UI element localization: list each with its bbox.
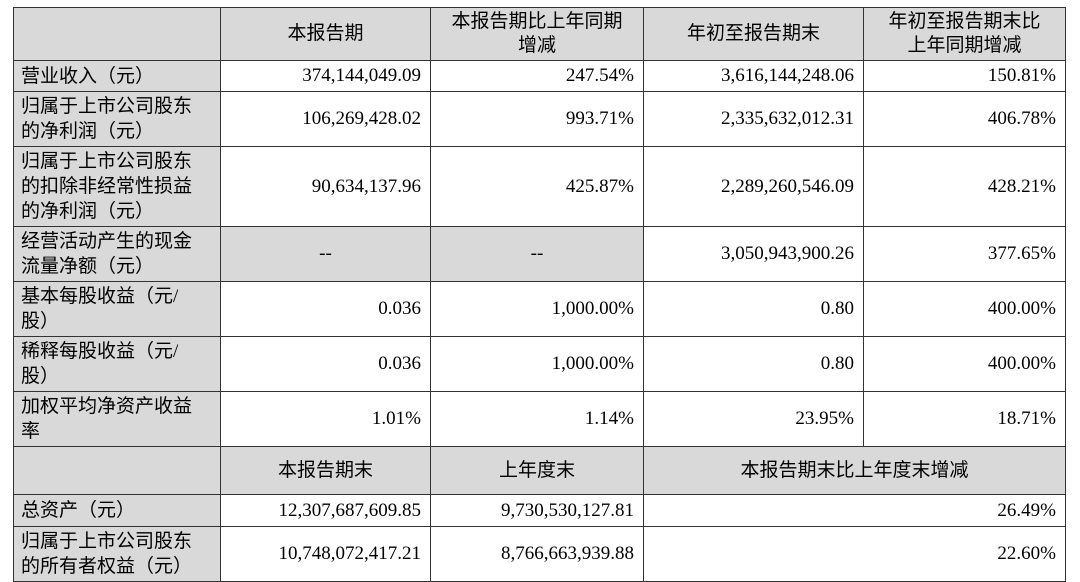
value-cell: 26.49% xyxy=(643,494,1066,527)
value-cell: 0.036 xyxy=(220,281,431,337)
column-header-current-period: 本报告期 xyxy=(220,7,431,61)
table-row: 归属于上市公司股东 的净利润（元） 106,269,428.02 993.71%… xyxy=(13,91,1066,147)
value-cell: 23.95% xyxy=(643,391,864,447)
value-cell: 18.71% xyxy=(863,391,1066,447)
row-label: 经营活动产生的现金 流量净额（元） xyxy=(13,226,221,282)
value-cell: 374,144,049.09 xyxy=(220,60,431,92)
column-header-ytd-yoy-change: 年初至报告期末比 上年同期增减 xyxy=(863,7,1066,61)
corner-cell xyxy=(13,7,221,61)
value-cell: 10,748,072,417.21 xyxy=(220,526,431,582)
table-row: 营业收入（元） 374,144,049.09 247.54% 3,616,144… xyxy=(13,60,1066,92)
value-cell: 12,307,687,609.85 xyxy=(220,494,431,527)
row-label: 稀释每股收益（元/ 股） xyxy=(13,336,221,392)
financial-summary-table: 本报告期 本报告期比上年同期 增减 年初至报告期末 年初至报告期末比 上年同期增… xyxy=(13,7,1066,582)
value-cell: 106,269,428.02 xyxy=(220,91,431,147)
column-header-ytd: 年初至报告期末 xyxy=(643,7,864,61)
value-cell: 406.78% xyxy=(863,91,1066,147)
table-row: 稀释每股收益（元/ 股） 0.036 1,000.00% 0.80 400.00… xyxy=(13,336,1066,392)
column-header-yoy-change: 本报告期比上年同期 增减 xyxy=(430,7,644,61)
value-cell: 377.65% xyxy=(863,226,1066,282)
value-cell: 8,766,663,939.88 xyxy=(430,526,644,582)
table-row: 归属于上市公司股东 的扣除非经常性损益 的净利润（元） 90,634,137.9… xyxy=(13,146,1066,227)
row-label: 归属于上市公司股东 的所有者权益（元） xyxy=(13,526,221,582)
value-cell: 22.60% xyxy=(643,526,1066,582)
value-cell: 400.00% xyxy=(863,281,1066,337)
row-label: 加权平均净资产收益 率 xyxy=(13,391,221,447)
column-header-period-end: 本报告期末 xyxy=(220,446,431,495)
value-cell: 400.00% xyxy=(863,336,1066,392)
table-header-row: 本报告期 本报告期比上年同期 增减 年初至报告期末 年初至报告期末比 上年同期增… xyxy=(13,7,1066,61)
value-cell: 1,000.00% xyxy=(430,281,644,337)
value-cell: 3,050,943,900.26 xyxy=(643,226,864,282)
row-label: 基本每股收益（元/ 股） xyxy=(13,281,221,337)
value-cell: 0.80 xyxy=(643,336,864,392)
value-cell: 247.54% xyxy=(430,60,644,92)
dash-cell: -- xyxy=(430,226,644,282)
value-cell: 9,730,530,127.81 xyxy=(430,494,644,527)
table-row: 加权平均净资产收益 率 1.01% 1.14% 23.95% 18.71% xyxy=(13,391,1066,447)
table-row: 总资产（元） 12,307,687,609.85 9,730,530,127.8… xyxy=(13,494,1066,527)
value-cell: 0.036 xyxy=(220,336,431,392)
corner-cell xyxy=(13,446,221,495)
key-accounting-data-table: 本报告期 本报告期比上年同期 增减 年初至报告期末 年初至报告期末比 上年同期增… xyxy=(13,7,1066,582)
value-cell: 0.80 xyxy=(643,281,864,337)
value-cell: 425.87% xyxy=(430,146,644,227)
table-row: 基本每股收益（元/ 股） 0.036 1,000.00% 0.80 400.00… xyxy=(13,281,1066,337)
column-header-prior-year-end: 上年度末 xyxy=(430,446,644,495)
row-label: 归属于上市公司股东 的净利润（元） xyxy=(13,91,221,147)
column-header-change-vs-prior-year-end: 本报告期末比上年度末增减 xyxy=(643,446,1066,495)
row-label: 归属于上市公司股东 的扣除非经常性损益 的净利润（元） xyxy=(13,146,221,227)
row-label: 营业收入（元） xyxy=(13,60,221,92)
value-cell: 1.01% xyxy=(220,391,431,447)
value-cell: 2,289,260,546.09 xyxy=(643,146,864,227)
table-row: 归属于上市公司股东 的所有者权益（元） 10,748,072,417.21 8,… xyxy=(13,526,1066,582)
value-cell: 2,335,632,012.31 xyxy=(643,91,864,147)
value-cell: 428.21% xyxy=(863,146,1066,227)
value-cell: 3,616,144,248.06 xyxy=(643,60,864,92)
value-cell: 1,000.00% xyxy=(430,336,644,392)
table-row: 经营活动产生的现金 流量净额（元） -- -- 3,050,943,900.26… xyxy=(13,226,1066,282)
table-header-row: 本报告期末 上年度末 本报告期末比上年度末增减 xyxy=(13,446,1066,495)
value-cell: 90,634,137.96 xyxy=(220,146,431,227)
dash-cell: -- xyxy=(220,226,431,282)
value-cell: 150.81% xyxy=(863,60,1066,92)
value-cell: 1.14% xyxy=(430,391,644,447)
row-label: 总资产（元） xyxy=(13,494,221,527)
value-cell: 993.71% xyxy=(430,91,644,147)
